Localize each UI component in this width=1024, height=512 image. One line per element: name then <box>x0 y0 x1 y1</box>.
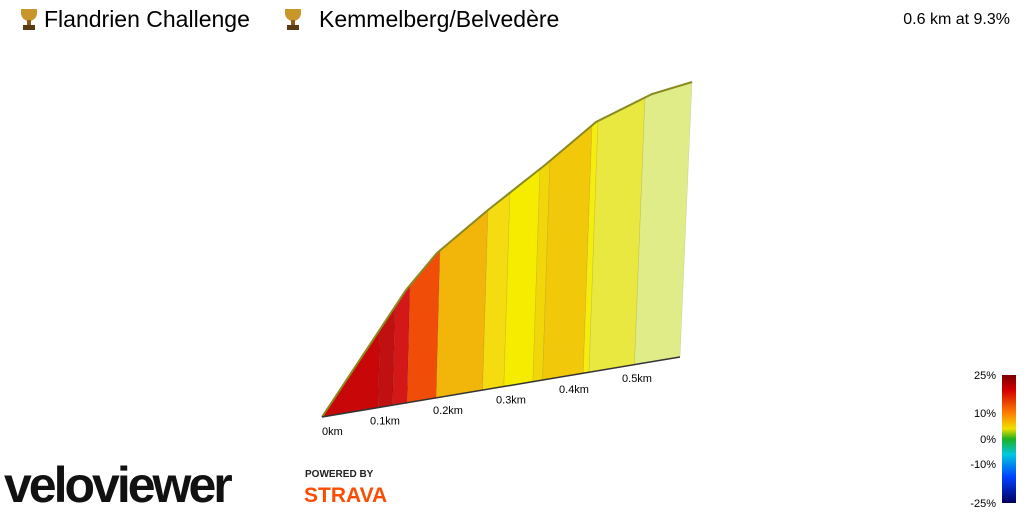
strava-logo: STRAVA <box>304 484 387 507</box>
gradient-scale-label: 25% <box>974 370 996 382</box>
branding: veloviewer POWERED BY STRAVA <box>4 457 387 512</box>
gradient-scale-label: -25% <box>970 498 996 510</box>
gradient-scale-label: 0% <box>980 434 996 446</box>
distance-tick-label: 0.1km <box>370 415 400 427</box>
powered-by: POWERED BY <box>305 469 374 480</box>
distance-tick-label: 0.3km <box>496 394 526 406</box>
distance-tick-label: 0km <box>322 426 343 438</box>
distance-tick-label: 0.5km <box>622 373 652 385</box>
logo: veloviewer <box>4 457 232 512</box>
trophy-icon <box>21 9 37 30</box>
gradient-scale-bar <box>1002 375 1016 503</box>
baseline <box>321 356 681 418</box>
gradient-scale-label: -10% <box>970 459 996 471</box>
distance-tick-label: 0.2km <box>433 405 463 417</box>
gradient-band <box>377 305 396 408</box>
profile-top-edge <box>321 81 693 418</box>
trophy-icon <box>285 9 301 30</box>
gradient-band <box>406 249 441 404</box>
segment-name: Kemmelberg/Belvedère <box>319 6 559 32</box>
title: Flandrien Challenge <box>44 6 250 32</box>
gradient-scale-label: 10% <box>974 408 996 420</box>
gradient-band <box>435 209 489 399</box>
profile-bands <box>321 81 693 418</box>
distance-tick-label: 0.4km <box>559 384 589 396</box>
segment-stat: 0.6 km at 9.3% <box>903 11 1010 28</box>
